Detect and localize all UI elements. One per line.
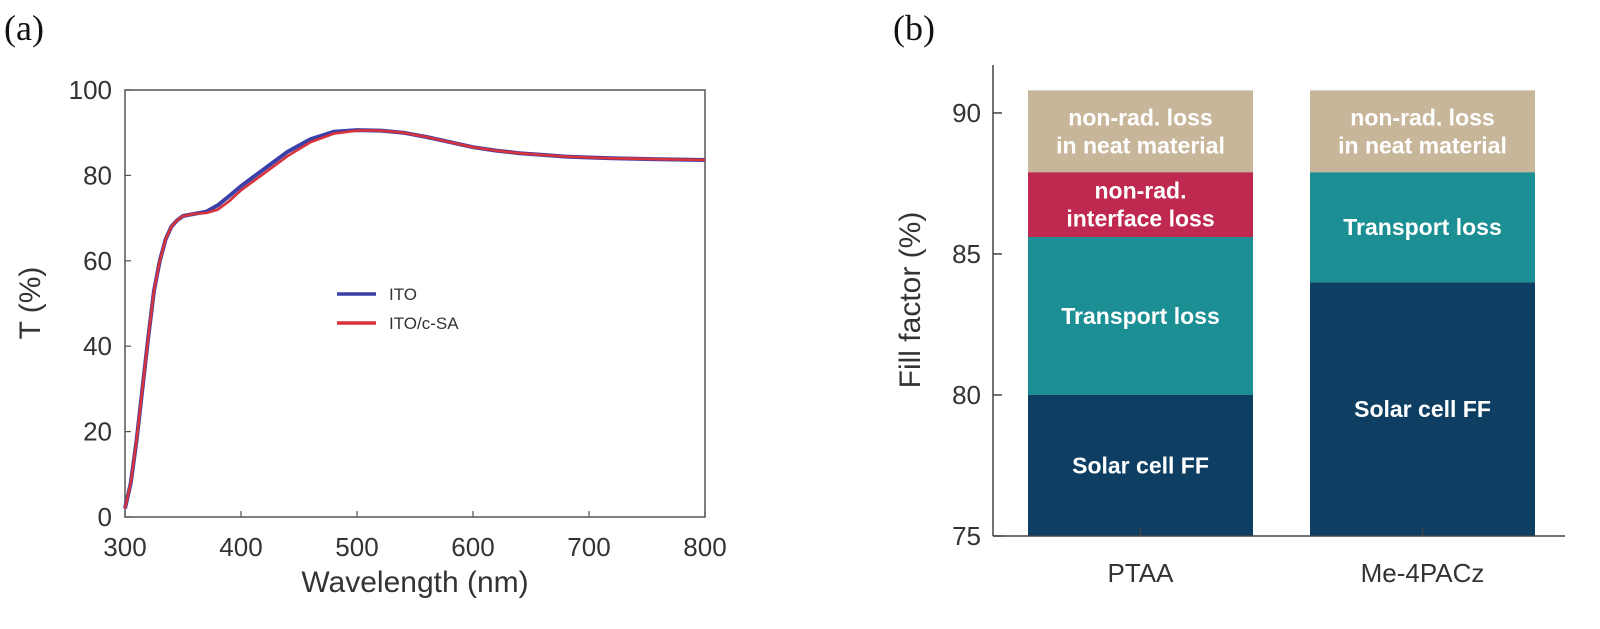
bar-segment: [1310, 172, 1535, 283]
x-tick-label: 800: [683, 532, 726, 562]
bar-segment: [1028, 90, 1253, 173]
x-tick-label: 500: [335, 532, 378, 562]
y-tick-label: 100: [69, 75, 112, 105]
x-tick-label: 400: [219, 532, 262, 562]
segment-label: Solar cell FF: [1072, 453, 1209, 479]
segment-label: Transport loss: [1343, 214, 1501, 240]
transmittance-chart: 300 400 500 600 700 800 0 20 40 60 80 100 Waveleng…: [14, 75, 727, 599]
y-tick-label: 80: [83, 160, 112, 190]
x-axis-ticks: 300 400 500 600 700 800: [103, 511, 727, 562]
x-axis-category-labels: PTAA Me-4PACz: [1108, 528, 1485, 588]
y-axis-ticks: 75 80 85 90: [952, 98, 1002, 551]
series-lines: [123, 128, 706, 509]
segment-label: in neat material: [1056, 132, 1225, 158]
y-tick-label: 60: [83, 246, 112, 276]
y-axis-title: T (%): [14, 267, 47, 340]
y-axis-ticks: 0 20 40 60 80 100: [69, 75, 131, 532]
legend-label-0: ITO: [389, 285, 417, 304]
y-tick-label: 75: [952, 521, 981, 551]
y-axis-title: Fill factor (%): [894, 212, 927, 389]
x-tick-label: 700: [567, 532, 610, 562]
segment-label: non-rad. loss: [1068, 104, 1212, 130]
x-category-label: Me-4PACz: [1361, 558, 1485, 588]
segment-label: Transport loss: [1061, 303, 1219, 329]
legend-label-1: ITO/c-SA: [389, 314, 459, 333]
stacked-bars: Solar cell FF Transport loss non-rad.inter…: [1028, 90, 1535, 536]
segment-label: non-rad. loss: [1350, 104, 1494, 130]
bar-segment: [1310, 282, 1535, 536]
segment-label: Solar cell FF: [1354, 396, 1491, 422]
x-tick-label: 600: [451, 532, 494, 562]
panel-label-b: (b): [893, 8, 935, 48]
bar-segment: [1028, 237, 1253, 395]
segment-label: interface loss: [1066, 206, 1214, 232]
bar-segment: [1028, 394, 1253, 536]
y-tick-label: 90: [952, 98, 981, 128]
y-tick-label: 0: [98, 502, 112, 532]
bar-me-4pacz: Solar cell FF Transport loss non-rad. loss…: [1310, 90, 1535, 536]
y-tick-label: 20: [83, 417, 112, 447]
y-tick-label: 40: [83, 331, 112, 361]
x-tick-label: 300: [103, 532, 146, 562]
plot-frame: [124, 89, 706, 518]
segment-label: in neat material: [1338, 132, 1507, 158]
x-axis-title: Wavelength (nm): [301, 566, 528, 599]
series-line-1: [123, 129, 706, 509]
fill-factor-chart: Solar cell FF Transport loss non-rad.inter…: [894, 65, 1565, 588]
x-category-label: PTAA: [1108, 558, 1175, 588]
panel-label-a: (a): [4, 8, 44, 48]
segment-label: non-rad.: [1095, 178, 1187, 204]
bar-segment: [1310, 90, 1535, 173]
y-tick-label: 80: [952, 380, 981, 410]
y-tick-label: 85: [952, 239, 981, 269]
bar-ptaa: Solar cell FF Transport loss non-rad.inter…: [1028, 90, 1253, 536]
legend: ITO ITO/c-SA: [337, 285, 459, 333]
bar-segment: [1028, 172, 1253, 238]
